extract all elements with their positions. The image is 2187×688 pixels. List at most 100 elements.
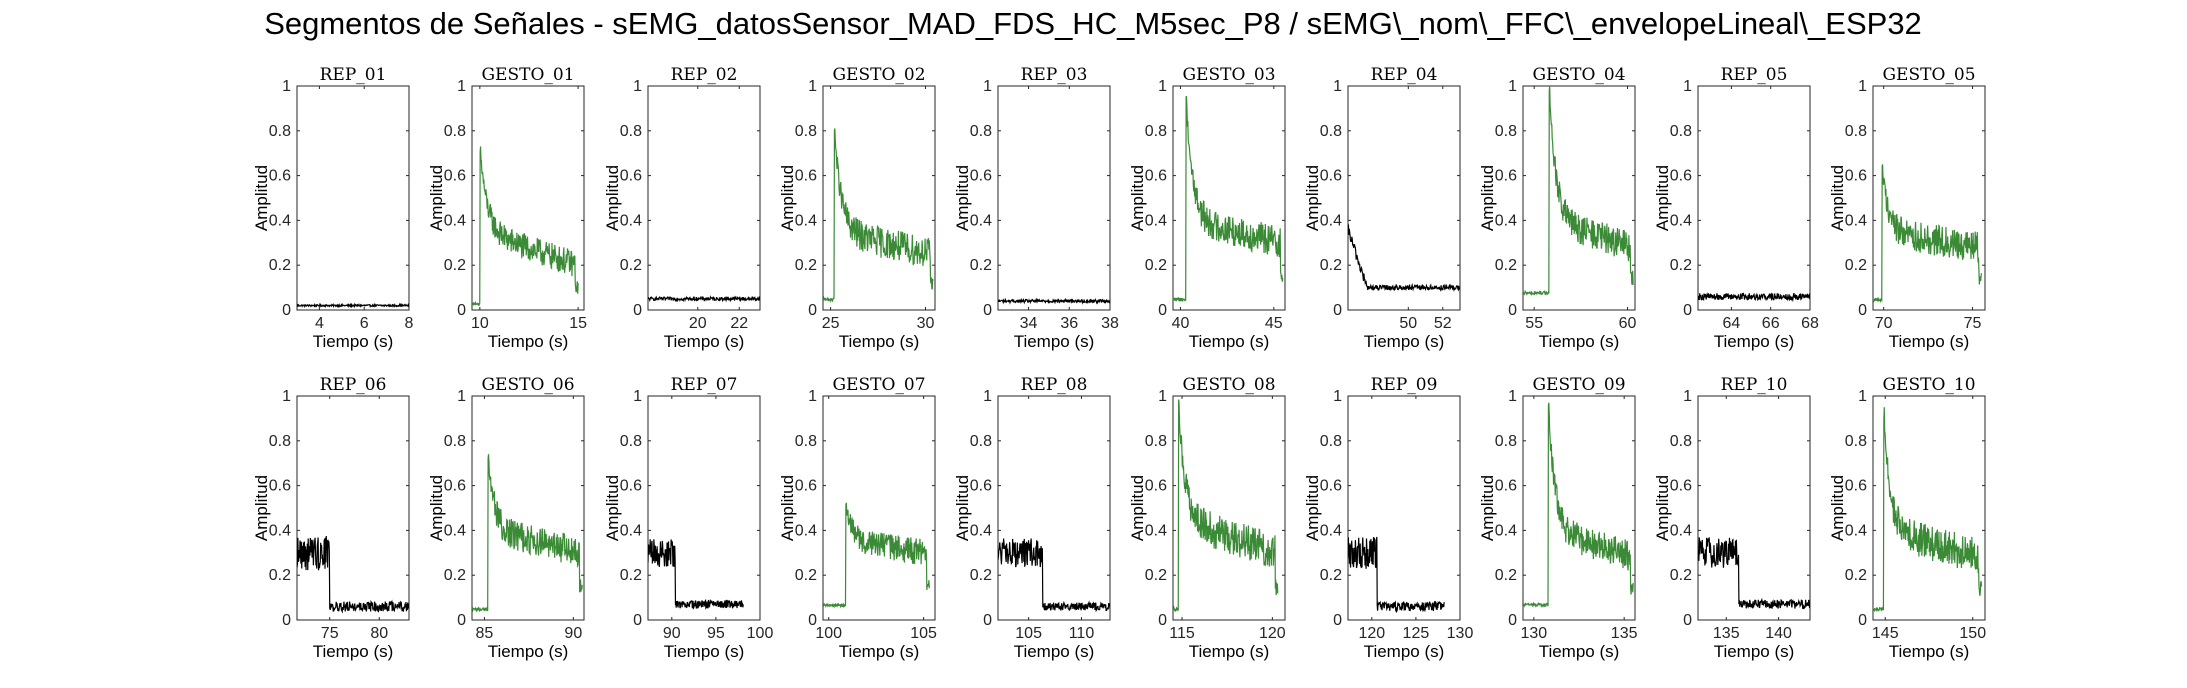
axes-box [1172,85,1286,311]
axes-box [822,85,936,311]
y-tick-label: 0.4 [444,212,466,229]
y-tick-label: 0.6 [970,168,992,185]
subplot-gesto-10: 0 0.2 0.4 0.6 0.8 1 145 150 GESTO_10 Tiempo (s) Am… [1828,375,1986,661]
y-axis-label: Amplitud [427,475,446,541]
y-tick-label: 0.4 [970,522,992,539]
subplot-title: REP_01 [320,65,387,85]
y-axis-label: Amplitud [1478,165,1497,231]
series-line [1873,164,1983,304]
x-tick-label: 10 [471,315,489,332]
series-line [998,538,1110,613]
y-tick-label: 1 [983,78,992,95]
x-tick-label: 80 [370,625,388,642]
y-tick-label: 0.4 [444,522,466,539]
y-tick-label: 1 [983,388,992,405]
series-line [297,302,409,309]
y-tick-label: 1 [1508,388,1517,405]
subplot-rep-08: 0 0.2 0.4 0.6 0.8 1 105 110 REP_08 Tiempo (s) Ampl… [953,375,1111,661]
y-tick-label: 0 [457,612,466,629]
y-tick-label: 1 [1333,78,1342,95]
subplot-title: REP_03 [1021,65,1088,85]
y-tick-label: 0 [1333,302,1342,319]
x-axis-label: Tiempo (s) [1539,642,1620,661]
y-tick-label: 1 [1858,388,1867,405]
x-tick-label: 75 [321,625,339,642]
series-line [1348,536,1445,614]
y-axis-label: Amplitud [1828,475,1847,541]
y-axis-label: Amplitud [252,475,271,541]
y-axis-label: Amplitud [427,165,446,231]
y-tick-label: 0.4 [795,522,817,539]
y-tick-label: 0 [282,302,291,319]
y-tick-label: 1 [633,78,642,95]
subplot-title: GESTO_09 [1532,375,1625,395]
axes-box [997,395,1111,621]
series-line [1523,86,1634,297]
y-tick-label: 0.4 [1845,212,1867,229]
axes-box [1347,395,1461,621]
y-tick-label: 0.4 [620,212,642,229]
x-axis-label: Tiempo (s) [1014,642,1095,661]
x-tick-label: 52 [1434,315,1452,332]
y-tick-label: 0.4 [1845,522,1867,539]
y-tick-label: 1 [1333,388,1342,405]
x-axis-label: Tiempo (s) [488,332,569,351]
axes-box [296,395,410,621]
y-tick-label: 0.8 [444,433,466,450]
y-tick-label: 0.6 [1670,168,1692,185]
y-tick-label: 0.8 [1495,123,1517,140]
y-axis-label: Amplitud [252,165,271,231]
x-tick-label: 55 [1525,315,1543,332]
y-tick-label: 1 [633,388,642,405]
x-tick-label: 45 [1265,315,1283,332]
y-tick-label: 0.2 [1845,567,1867,584]
subplot-gesto-02: 0 0.2 0.4 0.6 0.8 1 25 30 GESTO_02 Tiempo (s) Ampl… [778,65,936,351]
subplot-gesto-04: 0 0.2 0.4 0.6 0.8 1 55 60 GESTO_04 Tiempo (s) Ampl… [1478,65,1637,351]
y-tick-label: 1 [282,388,291,405]
y-tick-label: 0 [1683,302,1692,319]
y-tick-label: 0.4 [269,212,291,229]
y-tick-label: 0.8 [620,433,642,450]
x-axis-label: Tiempo (s) [313,332,394,351]
subplot-title: REP_04 [1371,65,1438,85]
subplot-rep-06: 0 0.2 0.4 0.6 0.8 1 75 80 REP_06 Tiempo (s) Amplit… [252,375,410,661]
subplot-title: REP_02 [671,65,738,85]
y-tick-label: 0.4 [1670,212,1692,229]
x-tick-label: 25 [822,315,840,332]
y-tick-label: 0.8 [269,433,291,450]
x-axis-label: Tiempo (s) [664,332,745,351]
x-tick-label: 100 [747,625,774,642]
x-axis-label: Tiempo (s) [1189,642,1270,661]
series-line [1698,537,1810,610]
y-tick-label: 0.6 [620,168,642,185]
y-tick-label: 0.2 [1670,257,1692,274]
y-tick-label: 0.8 [1320,123,1342,140]
x-axis-label: Tiempo (s) [1889,332,1970,351]
x-axis-label: Tiempo (s) [839,642,920,661]
y-tick-label: 0.6 [1845,478,1867,495]
series-line [648,295,760,303]
y-tick-label: 0.6 [1670,478,1692,495]
x-tick-label: 125 [1403,625,1430,642]
x-tick-label: 30 [917,315,935,332]
subplot-title: GESTO_07 [832,375,925,395]
y-tick-label: 0.6 [970,478,992,495]
y-tick-label: 0 [1508,612,1517,629]
subplot-rep-02: 0 0.2 0.4 0.6 0.8 1 20 22 REP_02 Tiempo (s) Amplit… [603,65,761,351]
y-tick-label: 0 [1508,302,1517,319]
x-tick-label: 64 [1723,315,1741,332]
series-line [1173,95,1284,303]
y-tick-label: 0.8 [1145,433,1167,450]
subplot-title: GESTO_04 [1532,65,1625,85]
series-line [823,128,934,304]
x-tick-label: 120 [1358,625,1385,642]
y-tick-label: 1 [282,78,291,95]
axes-box [1522,85,1636,311]
axes-box [647,85,761,311]
x-tick-label: 8 [405,315,414,332]
y-tick-label: 0.2 [444,257,466,274]
y-axis-label: Amplitud [953,165,972,231]
y-tick-label: 0.2 [795,257,817,274]
y-tick-label: 0.8 [970,433,992,450]
series-line [1698,292,1810,303]
